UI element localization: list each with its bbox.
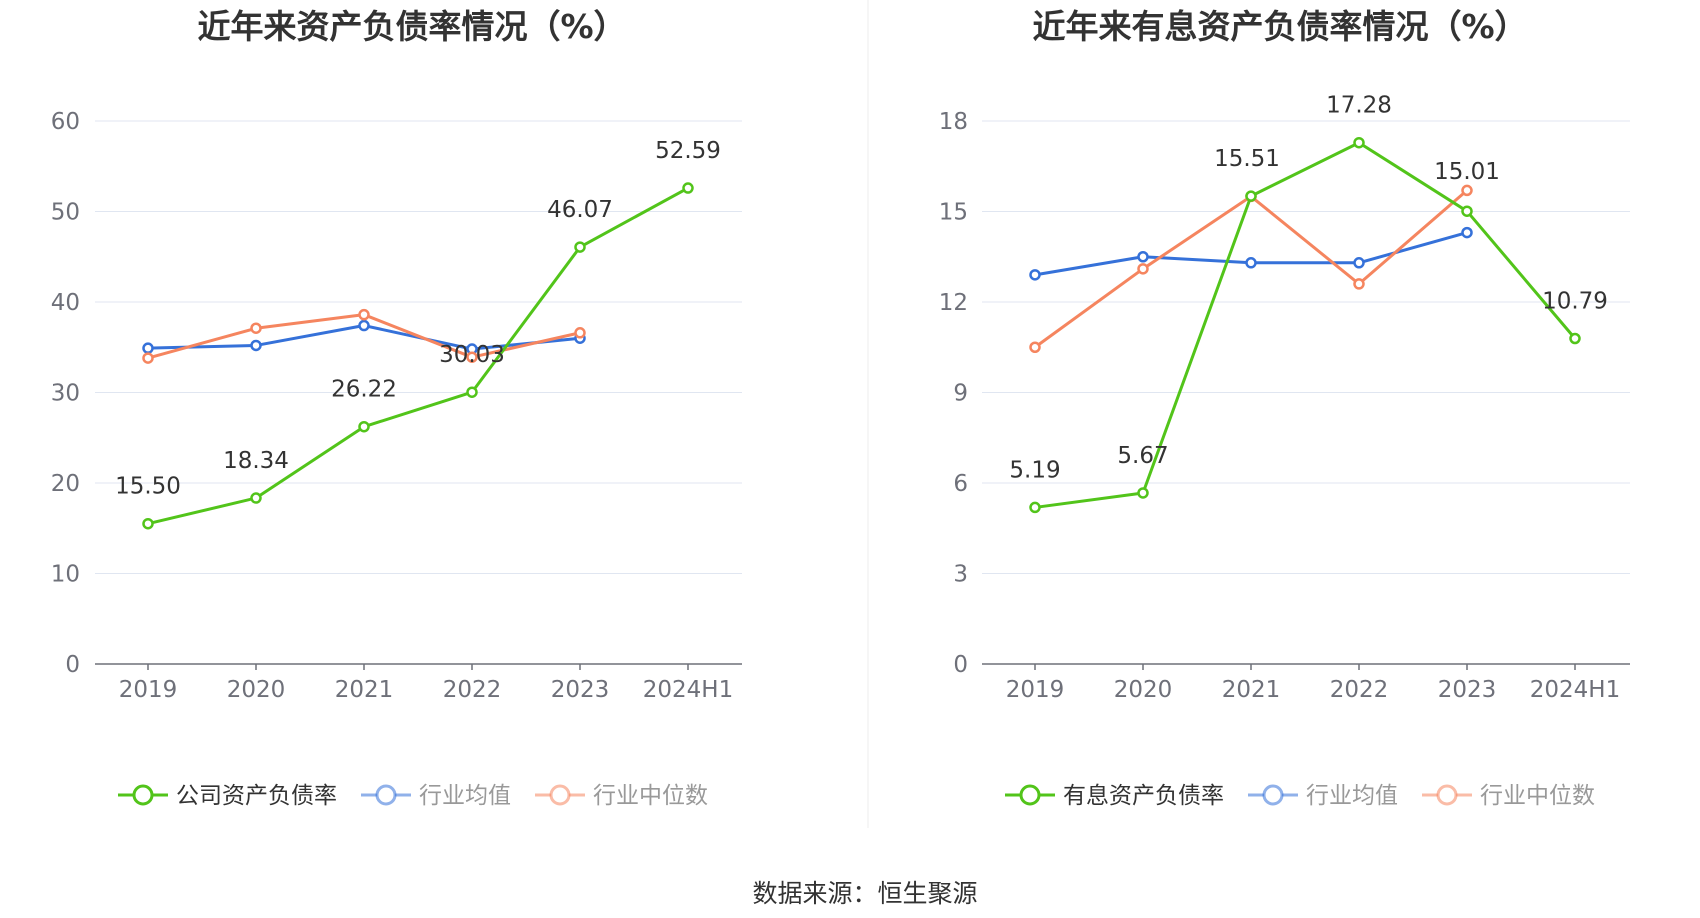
data-point-avg	[1137, 251, 1149, 263]
legend-item-median: 行业中位数	[535, 783, 708, 809]
series-line-company	[1034, 141, 1577, 509]
data-point-company	[1569, 332, 1581, 345]
data-label: 26.22	[331, 377, 397, 403]
data-point-company	[1137, 487, 1149, 499]
data-label: 15.50	[115, 474, 181, 500]
data-point-median	[250, 322, 262, 334]
legend-item-company: 有息资产负债率	[1005, 783, 1224, 809]
data-point-company	[142, 517, 154, 530]
x-tick-label: 2019	[1006, 677, 1065, 703]
data-point-company	[466, 386, 478, 398]
legend-label: 有息资产负债率	[1063, 783, 1224, 809]
data-point-median	[1353, 278, 1365, 290]
data-point-median	[1029, 341, 1041, 353]
legend-item-median: 行业中位数	[1422, 783, 1595, 809]
legend-marker	[549, 784, 571, 806]
y-tick-label: 3	[953, 562, 968, 588]
y-tick-label: 60	[51, 109, 80, 135]
interest-bearing-debt-ratio-chart: 近年来有息资产负债率情况（%） 0 3 6 9 12 15 18 2019 2020 2021 202…	[939, 7, 1630, 809]
x-tick-label: 2022	[1330, 677, 1389, 703]
data-point-median	[1461, 184, 1473, 197]
x-tick-label: 2024H1	[643, 677, 733, 703]
data-point-company	[574, 241, 586, 253]
legend-item-avg: 行业均值	[1248, 783, 1398, 809]
legend-marker	[1262, 784, 1284, 806]
legend-label: 行业中位数	[593, 783, 708, 809]
legend-item-avg: 行业均值	[361, 783, 511, 809]
data-label: 52.59	[655, 138, 721, 164]
x-tick-label: 2024H1	[1530, 677, 1620, 703]
data-point-company	[1461, 205, 1473, 217]
data-label: 10.79	[1542, 289, 1608, 315]
chart-title: 近年来有息资产负债率情况（%）	[1032, 7, 1527, 46]
y-tick-label: 30	[51, 381, 80, 407]
y-tick-label: 9	[953, 381, 968, 407]
y-tick-label: 0	[953, 652, 968, 678]
y-tick-label: 15	[939, 200, 968, 226]
y-tick-label: 20	[51, 471, 80, 497]
y-tick-label: 10	[51, 562, 80, 588]
y-tick-label: 50	[51, 200, 80, 226]
x-tick-label: 2019	[119, 677, 178, 703]
data-point-avg	[1461, 226, 1473, 239]
data-point-avg	[1029, 269, 1041, 281]
x-tick-label: 2020	[227, 677, 286, 703]
y-tick-label: 0	[65, 652, 80, 678]
data-point-company	[250, 492, 262, 504]
y-tick-label: 12	[939, 290, 968, 316]
legend-label: 行业均值	[1306, 783, 1398, 809]
data-point-median	[358, 308, 370, 321]
x-tick-label: 2021	[335, 677, 394, 703]
legend-marker	[132, 784, 154, 806]
y-tick-label: 6	[953, 471, 968, 497]
data-point-company	[358, 420, 370, 433]
x-tick-label: 2022	[443, 677, 502, 703]
data-point-avg	[358, 319, 370, 332]
data-label: 15.51	[1214, 146, 1280, 172]
legend-label: 行业中位数	[1480, 783, 1595, 809]
legend-label: 行业均值	[419, 783, 511, 809]
x-tick-label: 2023	[1438, 677, 1497, 703]
data-point-avg	[250, 339, 262, 352]
x-tick-label: 2021	[1222, 677, 1281, 703]
data-label: 18.34	[223, 448, 289, 474]
data-point-avg	[1353, 257, 1365, 269]
data-point-company	[682, 182, 694, 194]
y-tick-label: 18	[939, 109, 968, 135]
data-point-company	[1245, 190, 1257, 202]
data-source-note: 数据来源：恒生聚源	[752, 879, 977, 908]
data-label: 5.19	[1009, 457, 1060, 483]
data-point-median	[1137, 263, 1149, 275]
x-tick-label: 2023	[551, 677, 610, 703]
data-label: 15.01	[1434, 159, 1500, 185]
data-point-median	[142, 352, 154, 364]
legend-marker	[375, 784, 397, 806]
legend-marker	[1436, 784, 1458, 806]
y-tick-label: 40	[51, 290, 80, 316]
legend-item-company: 公司资产负债率	[118, 783, 337, 809]
data-point-avg	[142, 342, 154, 354]
series-line-median	[1034, 189, 1468, 349]
data-label: 30.03	[439, 342, 505, 368]
legend-marker	[1019, 784, 1041, 806]
x-tick-label: 2020	[1114, 677, 1173, 703]
data-point-company	[1353, 136, 1365, 149]
debt-ratio-chart: 近年来资产负债率情况（%） 0 10 20 30 40 50 60 2019 2020 2021 20…	[51, 7, 742, 809]
data-point-avg	[1245, 257, 1257, 269]
data-point-median	[466, 351, 478, 363]
legend-label: 公司资产负债率	[176, 783, 337, 809]
data-label: 5.67	[1117, 443, 1168, 469]
data-label: 17.28	[1326, 93, 1392, 119]
data-label: 46.07	[547, 197, 613, 223]
data-point-company	[1029, 501, 1041, 514]
chart-title: 近年来资产负债率情况（%）	[197, 7, 626, 46]
data-point-median	[574, 327, 586, 339]
series-line-company	[147, 186, 689, 526]
